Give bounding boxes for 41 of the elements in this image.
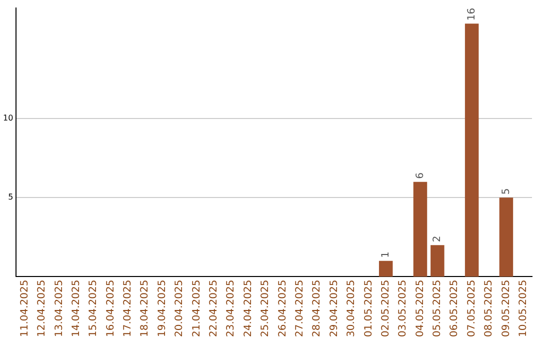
x-tick-label: 12.04.2025 (36, 280, 48, 338)
x-tick-label: 15.04.2025 (88, 280, 100, 338)
x-tick-label: 18.04.2025 (140, 280, 151, 338)
x-tick-label: 16.04.2025 (105, 280, 116, 338)
x-tick-label: 08.05.2025 (484, 280, 495, 338)
data-label: 6 (414, 172, 426, 179)
x-tick-label: 30.04.2025 (346, 280, 358, 338)
y-tick-label: 10 (2, 114, 14, 123)
x-tick-label: 23.04.2025 (226, 280, 237, 338)
x-tick-label: 21.04.2025 (191, 280, 202, 338)
data-label: 2 (432, 236, 444, 242)
x-tick-label: 05.05.2025 (432, 280, 444, 338)
x-tick-label: 27.04.2025 (294, 280, 306, 338)
x-tick-label: 24.04.2025 (242, 280, 254, 338)
x-tick-label: 17.04.2025 (122, 280, 134, 338)
x-tick-label: 22.04.2025 (208, 280, 220, 338)
x-tick-label: 26.04.2025 (277, 280, 288, 338)
bar (464, 24, 479, 277)
x-tick-label: 06.05.2025 (449, 280, 460, 338)
x-tick-label: 29.04.2025 (328, 280, 340, 338)
data-label: 1 (380, 252, 392, 258)
x-tick-label: 13.04.2025 (54, 280, 65, 338)
data-label: 16 (466, 8, 478, 21)
x-tick-label: 11.04.2025 (19, 280, 30, 338)
x-tick-label: 20.04.2025 (174, 280, 186, 338)
bar (499, 198, 514, 277)
x-tick-label: 25.04.2025 (260, 280, 272, 338)
bar (430, 245, 444, 277)
data-label: 5 (500, 188, 512, 195)
x-tick-label: 14.04.2025 (70, 280, 82, 338)
x-tick-label: 07.05.2025 (466, 280, 478, 338)
x-tick-label: 01.05.2025 (363, 280, 374, 338)
x-tick-label: 28.04.2025 (312, 280, 323, 338)
bar (378, 260, 393, 277)
x-tick-label: 03.05.2025 (398, 280, 409, 338)
x-tick-label: 02.05.2025 (380, 280, 392, 338)
x-tick-label: 04.05.2025 (414, 280, 426, 338)
x-tick-label: 10.05.2025 (518, 280, 529, 338)
x-tick-label: 09.05.2025 (500, 280, 512, 338)
bar (413, 182, 428, 277)
x-tick-label: 19.04.2025 (156, 280, 168, 338)
